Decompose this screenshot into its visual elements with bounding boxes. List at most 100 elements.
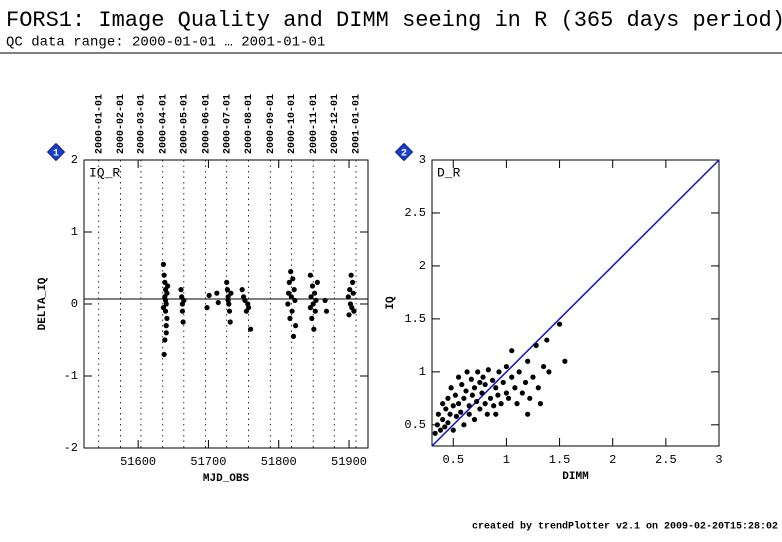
data-point — [562, 358, 568, 364]
data-point — [525, 358, 531, 364]
data-point — [477, 406, 483, 412]
data-point — [445, 420, 451, 426]
data-point — [350, 290, 356, 296]
data-point — [491, 403, 497, 409]
data-point — [463, 388, 469, 394]
data-point — [434, 422, 440, 428]
data-point — [442, 424, 448, 430]
y-axis-label: IQ — [385, 296, 397, 310]
data-point — [537, 401, 544, 407]
data-point — [443, 406, 449, 412]
x-tick-label: 51900 — [331, 455, 367, 469]
data-point — [225, 297, 231, 303]
x-tick-label: 0.5 — [442, 453, 464, 467]
data-point — [224, 287, 231, 293]
data-point — [310, 301, 316, 307]
page-subtitle: QC data range: 2000-01-01 … 2001-01-01 — [6, 35, 325, 51]
data-point — [346, 312, 352, 318]
data-point — [455, 401, 462, 407]
data-point — [307, 305, 313, 311]
data-point — [312, 308, 318, 314]
data-point — [485, 367, 491, 373]
data-point — [349, 279, 356, 285]
x2-tick-label: 2000-02-01 — [116, 94, 127, 154]
data-point — [450, 427, 456, 433]
y-axis-label: DELTA_IQ — [37, 277, 49, 330]
data-point — [525, 411, 531, 417]
data-point — [351, 308, 357, 314]
data-point — [477, 379, 483, 386]
data-point — [440, 401, 446, 407]
data-point — [489, 377, 496, 383]
data-point — [181, 297, 187, 303]
x2-tick-label: 2000-10-01 — [287, 94, 298, 154]
data-point — [437, 427, 444, 433]
data-point — [160, 305, 167, 311]
x-tick-label: 1.5 — [549, 453, 571, 467]
data-point — [245, 305, 252, 311]
data-point — [348, 272, 354, 278]
data-point — [493, 411, 499, 417]
data-point — [474, 398, 480, 405]
data-point — [313, 297, 319, 303]
data-point — [533, 342, 539, 348]
data-point — [498, 401, 504, 407]
data-point — [288, 269, 294, 275]
data-point — [448, 385, 454, 391]
data-point — [500, 379, 506, 386]
data-point — [214, 290, 220, 296]
x2-tick-label: 2000-07-01 — [222, 94, 233, 154]
y-tick-label: 3 — [419, 153, 426, 167]
data-point — [292, 323, 299, 329]
x-tick-label: 51600 — [120, 455, 156, 469]
data-point — [162, 279, 168, 285]
data-point — [432, 430, 438, 436]
data-point — [487, 395, 494, 401]
data-point — [503, 390, 510, 396]
data-point — [527, 395, 533, 401]
data-point — [179, 308, 186, 314]
data-point — [556, 321, 563, 327]
x2-tick-label: 2000-11-01 — [309, 94, 320, 154]
y-tick-label: 0.5 — [404, 418, 426, 432]
data-point — [215, 299, 221, 306]
data-point — [468, 376, 474, 382]
x2-tick-label: 2000-06-01 — [201, 94, 212, 154]
data-point — [248, 326, 254, 332]
y-tick-label: 2 — [419, 259, 426, 273]
data-point — [227, 319, 233, 325]
y-tick-label: 1 — [71, 225, 78, 239]
x-tick-label: 2.5 — [655, 453, 677, 467]
data-point — [224, 279, 230, 285]
data-point — [509, 348, 515, 354]
data-point — [307, 272, 313, 278]
y-tick-label: 2.5 — [404, 206, 426, 220]
y-tick-label: 2 — [71, 153, 78, 167]
data-point — [505, 395, 512, 401]
footer: created by trendPlotter v2.1 on 2009-02-… — [472, 521, 778, 533]
data-point — [461, 422, 467, 428]
data-point — [161, 351, 167, 357]
data-point — [285, 290, 292, 296]
data-point — [516, 369, 522, 375]
x-tick-label: 2 — [609, 453, 616, 467]
data-point — [535, 385, 541, 391]
page-title: FORS1: Image Quality and DIMM seeing in … — [6, 8, 782, 33]
y-tick-label: 0 — [71, 297, 78, 311]
badge-number: 1 — [53, 149, 59, 160]
data-point — [242, 297, 248, 303]
data-point — [311, 290, 318, 296]
data-point — [345, 294, 351, 300]
data-point — [475, 369, 481, 375]
x2-tick-label: 2001-01-01 — [352, 94, 363, 154]
data-point — [323, 308, 330, 314]
data-point — [291, 287, 297, 293]
data-point — [286, 279, 292, 285]
data-point — [206, 292, 212, 298]
x2-tick-label: 2000-01-01 — [94, 94, 105, 154]
data-point — [447, 411, 453, 417]
data-point — [180, 319, 186, 325]
panel-label: D_R — [437, 165, 461, 180]
